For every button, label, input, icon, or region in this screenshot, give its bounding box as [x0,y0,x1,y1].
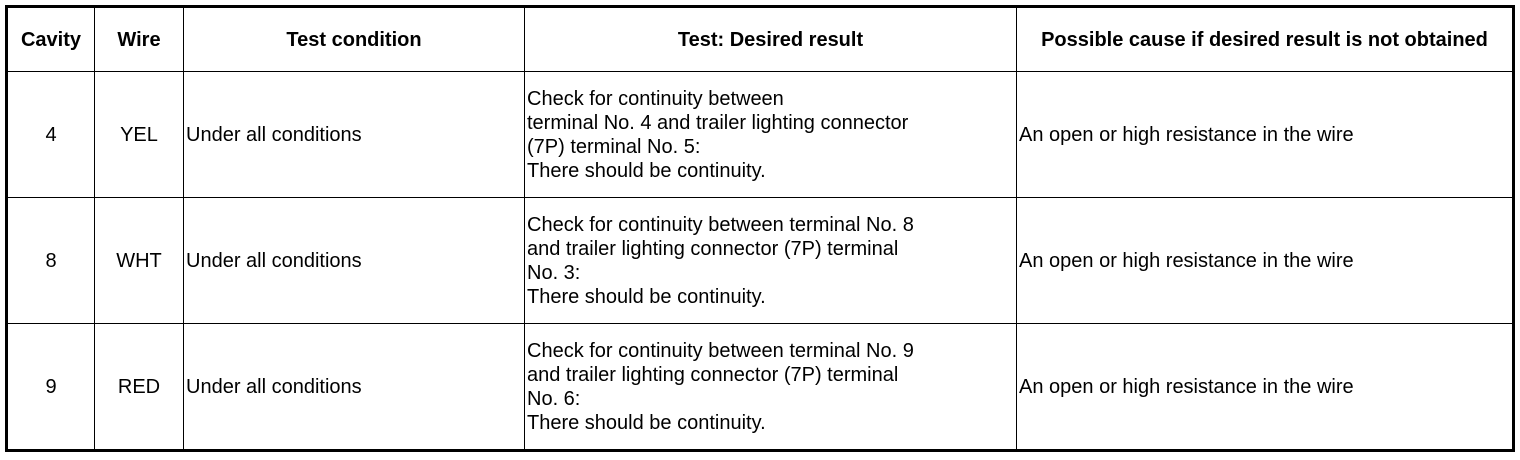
cavity-cell: 4 [6,71,95,198]
wire-cell: RED [94,323,184,451]
wire-cell: YEL [94,71,184,198]
cavity-cell: 9 [6,323,95,451]
result-line: terminal No. 4 and trailer lighting conn… [527,111,909,134]
result-line: and trailer lighting connector (7P) term… [527,237,899,260]
result-line: Check for continuity between terminal No… [527,339,914,362]
header-wire: Wire [94,6,184,72]
result-line: (7P) terminal No. 5: [527,135,701,158]
result-line: There should be continuity. [527,411,766,434]
cause-cell: An open or high resistance in the wire [1016,323,1514,451]
result-cell: Check for continuity between terminal No… [524,323,1017,451]
table-row: 9 RED Under all conditions Check for contin… [6,323,1514,451]
header-test-condition: Test condition [183,6,525,72]
result-line: There should be continuity. [527,285,766,308]
cause-cell: An open or high resistance in the wire [1016,197,1514,324]
table-row: 4 YEL Under all conditions Check for contin… [6,71,1514,198]
header-cavity: Cavity [6,6,95,72]
cause-cell: An open or high resistance in the wire [1016,71,1514,198]
result-line: Check for continuity between terminal No… [527,213,914,236]
test-table: Cavity Wire Test condition Test: Desired… [5,5,1515,452]
header-row: Cavity Wire Test condition Test: Desired… [6,6,1514,72]
condition-cell: Under all conditions [183,197,525,324]
result-line: There should be continuity. [527,159,766,182]
wire-cell: WHT [94,197,184,324]
cavity-cell: 8 [6,197,95,324]
result-line: Check for continuity between [527,87,784,110]
result-line: No. 6: [527,387,581,410]
header-possible-cause: Possible cause if desired result is not … [1016,6,1514,72]
result-line: and trailer lighting connector (7P) term… [527,363,899,386]
header-desired-result: Test: Desired result [524,6,1017,72]
condition-cell: Under all conditions [183,323,525,451]
result-line: No. 3: [527,261,581,284]
result-cell: Check for continuity between terminal No… [524,197,1017,324]
table-row: 8 WHT Under all conditions Check for contin… [6,197,1514,324]
result-cell: Check for continuity between terminal No.… [524,71,1017,198]
condition-cell: Under all conditions [183,71,525,198]
